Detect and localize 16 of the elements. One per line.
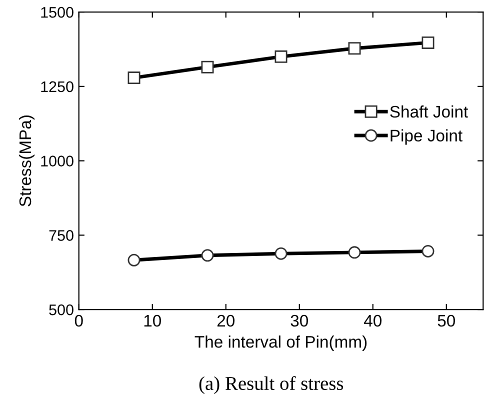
x-tick-label: 50 — [438, 314, 456, 327]
x-tick-label: 0 — [74, 314, 83, 327]
y-tick-label: 750 — [49, 230, 74, 241]
y-tick-label: 500 — [49, 304, 74, 316]
legend-label: Pipe Joint — [390, 129, 462, 145]
x-axis-title: The interval of Pin(mm) — [194, 335, 367, 352]
legend-label: Shaft Joint — [390, 105, 468, 118]
y-tick-label: 1500 — [41, 6, 74, 18]
x-tick-label: 10 — [144, 314, 161, 327]
y-tick-label: 1000 — [41, 156, 74, 166]
text: (a) Result of stress — [199, 376, 344, 394]
y-axis-title: Stress(MPa) — [18, 116, 34, 206]
y-tick-label: 1250 — [41, 81, 74, 92]
x-tick-label: 20 — [217, 314, 234, 327]
x-tick-label: 30 — [290, 314, 308, 327]
x-tick-label: 40 — [364, 314, 382, 327]
